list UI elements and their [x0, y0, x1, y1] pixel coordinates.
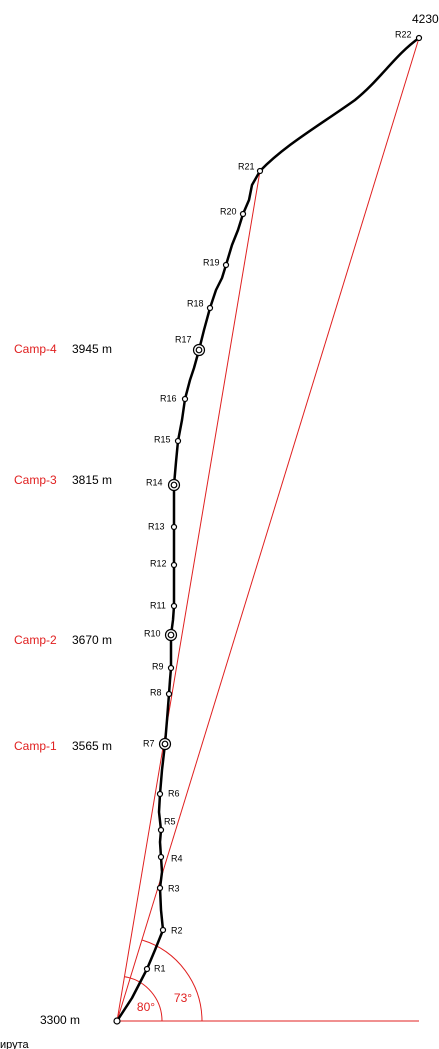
route-point-label: R20 [220, 206, 237, 216]
route-point [222, 261, 230, 269]
route-point-label: R15 [154, 434, 171, 444]
route-point [174, 437, 182, 445]
route-point-label: R12 [150, 558, 167, 568]
route-point-label: R4 [171, 853, 183, 863]
route-point [156, 884, 164, 892]
route-point-label: R10 [144, 628, 161, 638]
route-point [167, 631, 175, 639]
route-point-label: R21 [238, 161, 255, 171]
route-point-label: R16 [160, 393, 177, 403]
angle-label: 80° [137, 1000, 155, 1014]
route-point [156, 790, 164, 798]
route-point-label: R7 [143, 738, 155, 748]
camp-altitude: 3815 m [72, 473, 112, 487]
angle-line [116, 37, 420, 1022]
camp-labels: Camp-4 3945 m Camp-3 3815 m Camp-2 3670 m Camp… [14, 342, 112, 753]
route-point-label: R14 [146, 477, 163, 487]
camp-altitude: 3670 m [72, 633, 112, 647]
route-point [165, 690, 173, 698]
route-point-label: R13 [148, 521, 165, 531]
camp-name: Camp-1 [14, 739, 57, 753]
route-point-label: R2 [171, 925, 183, 935]
route-point [157, 853, 165, 861]
route-point-label: R9 [152, 661, 164, 671]
route-point [170, 481, 178, 489]
route-point [256, 167, 264, 175]
start-point [113, 1017, 121, 1025]
route-point [239, 210, 247, 218]
route-point [181, 395, 189, 403]
route-point-label: R17 [175, 334, 192, 344]
footer-text: ирута [0, 1039, 30, 1049]
route-points: R1 R2 R3 R4 R5 R6 R7 R8 R9 R10 R11 R12 R13 R14 R15 R16 R… [143, 29, 423, 973]
base-altitude: 3300 m [40, 1013, 80, 1027]
route-point-label: R3 [168, 883, 180, 893]
route-point [170, 602, 178, 610]
angle-arc [141, 939, 203, 1022]
camp-name: Camp-4 [14, 342, 57, 356]
route-point [170, 561, 178, 569]
route-point-label: R6 [168, 788, 180, 798]
angle-label: 73° [174, 991, 192, 1005]
route-point [167, 664, 175, 672]
camp-altitude: 3945 m [72, 342, 112, 356]
route-point-label: R18 [187, 298, 204, 308]
route-point [157, 826, 165, 834]
route-point-label: R8 [150, 687, 162, 697]
reference-lines [116, 37, 420, 1022]
route-point [415, 34, 423, 42]
route-point-label: R1 [154, 963, 166, 973]
route-point [159, 926, 167, 934]
route-point [206, 304, 214, 312]
route-point [195, 346, 203, 354]
route-point-label: R5 [164, 816, 176, 826]
summit-altitude: 4230 [412, 12, 439, 26]
route-point-label: R19 [203, 257, 220, 267]
angle-arc [124, 976, 163, 1022]
angle-line [116, 170, 261, 1022]
camp-altitude: 3565 m [72, 739, 112, 753]
route-point-label: R11 [150, 600, 166, 610]
camp-name: Camp-2 [14, 633, 57, 647]
route-point [161, 740, 169, 748]
camp-name: Camp-3 [14, 473, 57, 487]
route-point [170, 523, 178, 531]
route-point-label: R22 [395, 29, 412, 39]
route-point [143, 965, 151, 973]
